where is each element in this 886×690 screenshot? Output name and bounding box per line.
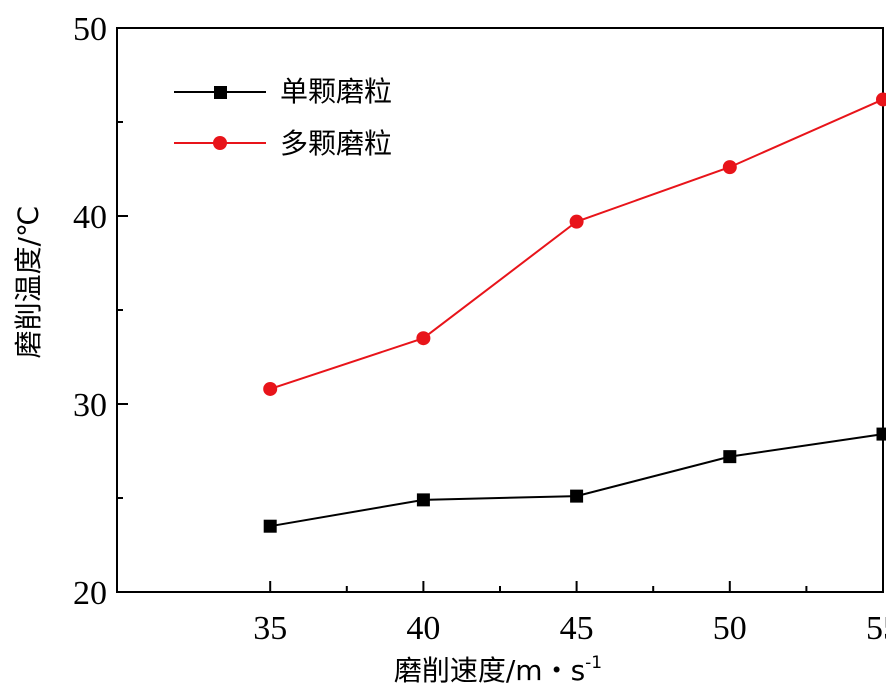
- axis-ticks: [117, 27, 884, 593]
- x-axis-title: 磨削速度/m・s-1: [394, 653, 602, 687]
- plot-frame: [116, 27, 884, 593]
- series-point-circle: [722, 160, 737, 175]
- x-tick-label: 35: [253, 610, 287, 647]
- x-axis-title-superscript: -1: [585, 653, 602, 673]
- series-line-1: [270, 433, 884, 528]
- series-layer: [263, 92, 886, 533]
- series-point-circle: [569, 214, 584, 229]
- y-tick-label: 20: [73, 575, 107, 612]
- series-point-square: [570, 489, 584, 503]
- series-point-square: [876, 427, 886, 441]
- series-point-circle: [263, 381, 278, 396]
- x-tick-label: 50: [713, 610, 747, 647]
- legend: 单颗磨粒 多颗磨粒: [174, 75, 392, 160]
- y-tick-label: 30: [73, 387, 107, 424]
- series-point-square: [416, 493, 430, 507]
- series-point-square: [723, 450, 737, 464]
- series-point-circle: [876, 92, 886, 107]
- x-axis-title-main: 磨削速度/m・s: [394, 654, 585, 687]
- tick-labels: 35 40 45 50 55 20 30 40 50: [73, 11, 886, 647]
- series-point-circle: [416, 331, 431, 346]
- y-axis-title: 磨削温度/℃: [12, 206, 45, 359]
- x-tick-label: 55: [866, 610, 886, 647]
- x-tick-label: 40: [406, 610, 440, 647]
- series-point-square: [263, 519, 277, 533]
- legend-marker-single: [214, 86, 227, 99]
- y-tick-label: 50: [73, 11, 107, 48]
- y-tick-label: 40: [73, 199, 107, 236]
- x-tick-label: 45: [560, 610, 594, 647]
- legend-label-single: 单颗磨粒: [280, 75, 392, 108]
- legend-marker-multi: [213, 136, 227, 150]
- legend-label-multi: 多颗磨粒: [280, 127, 392, 160]
